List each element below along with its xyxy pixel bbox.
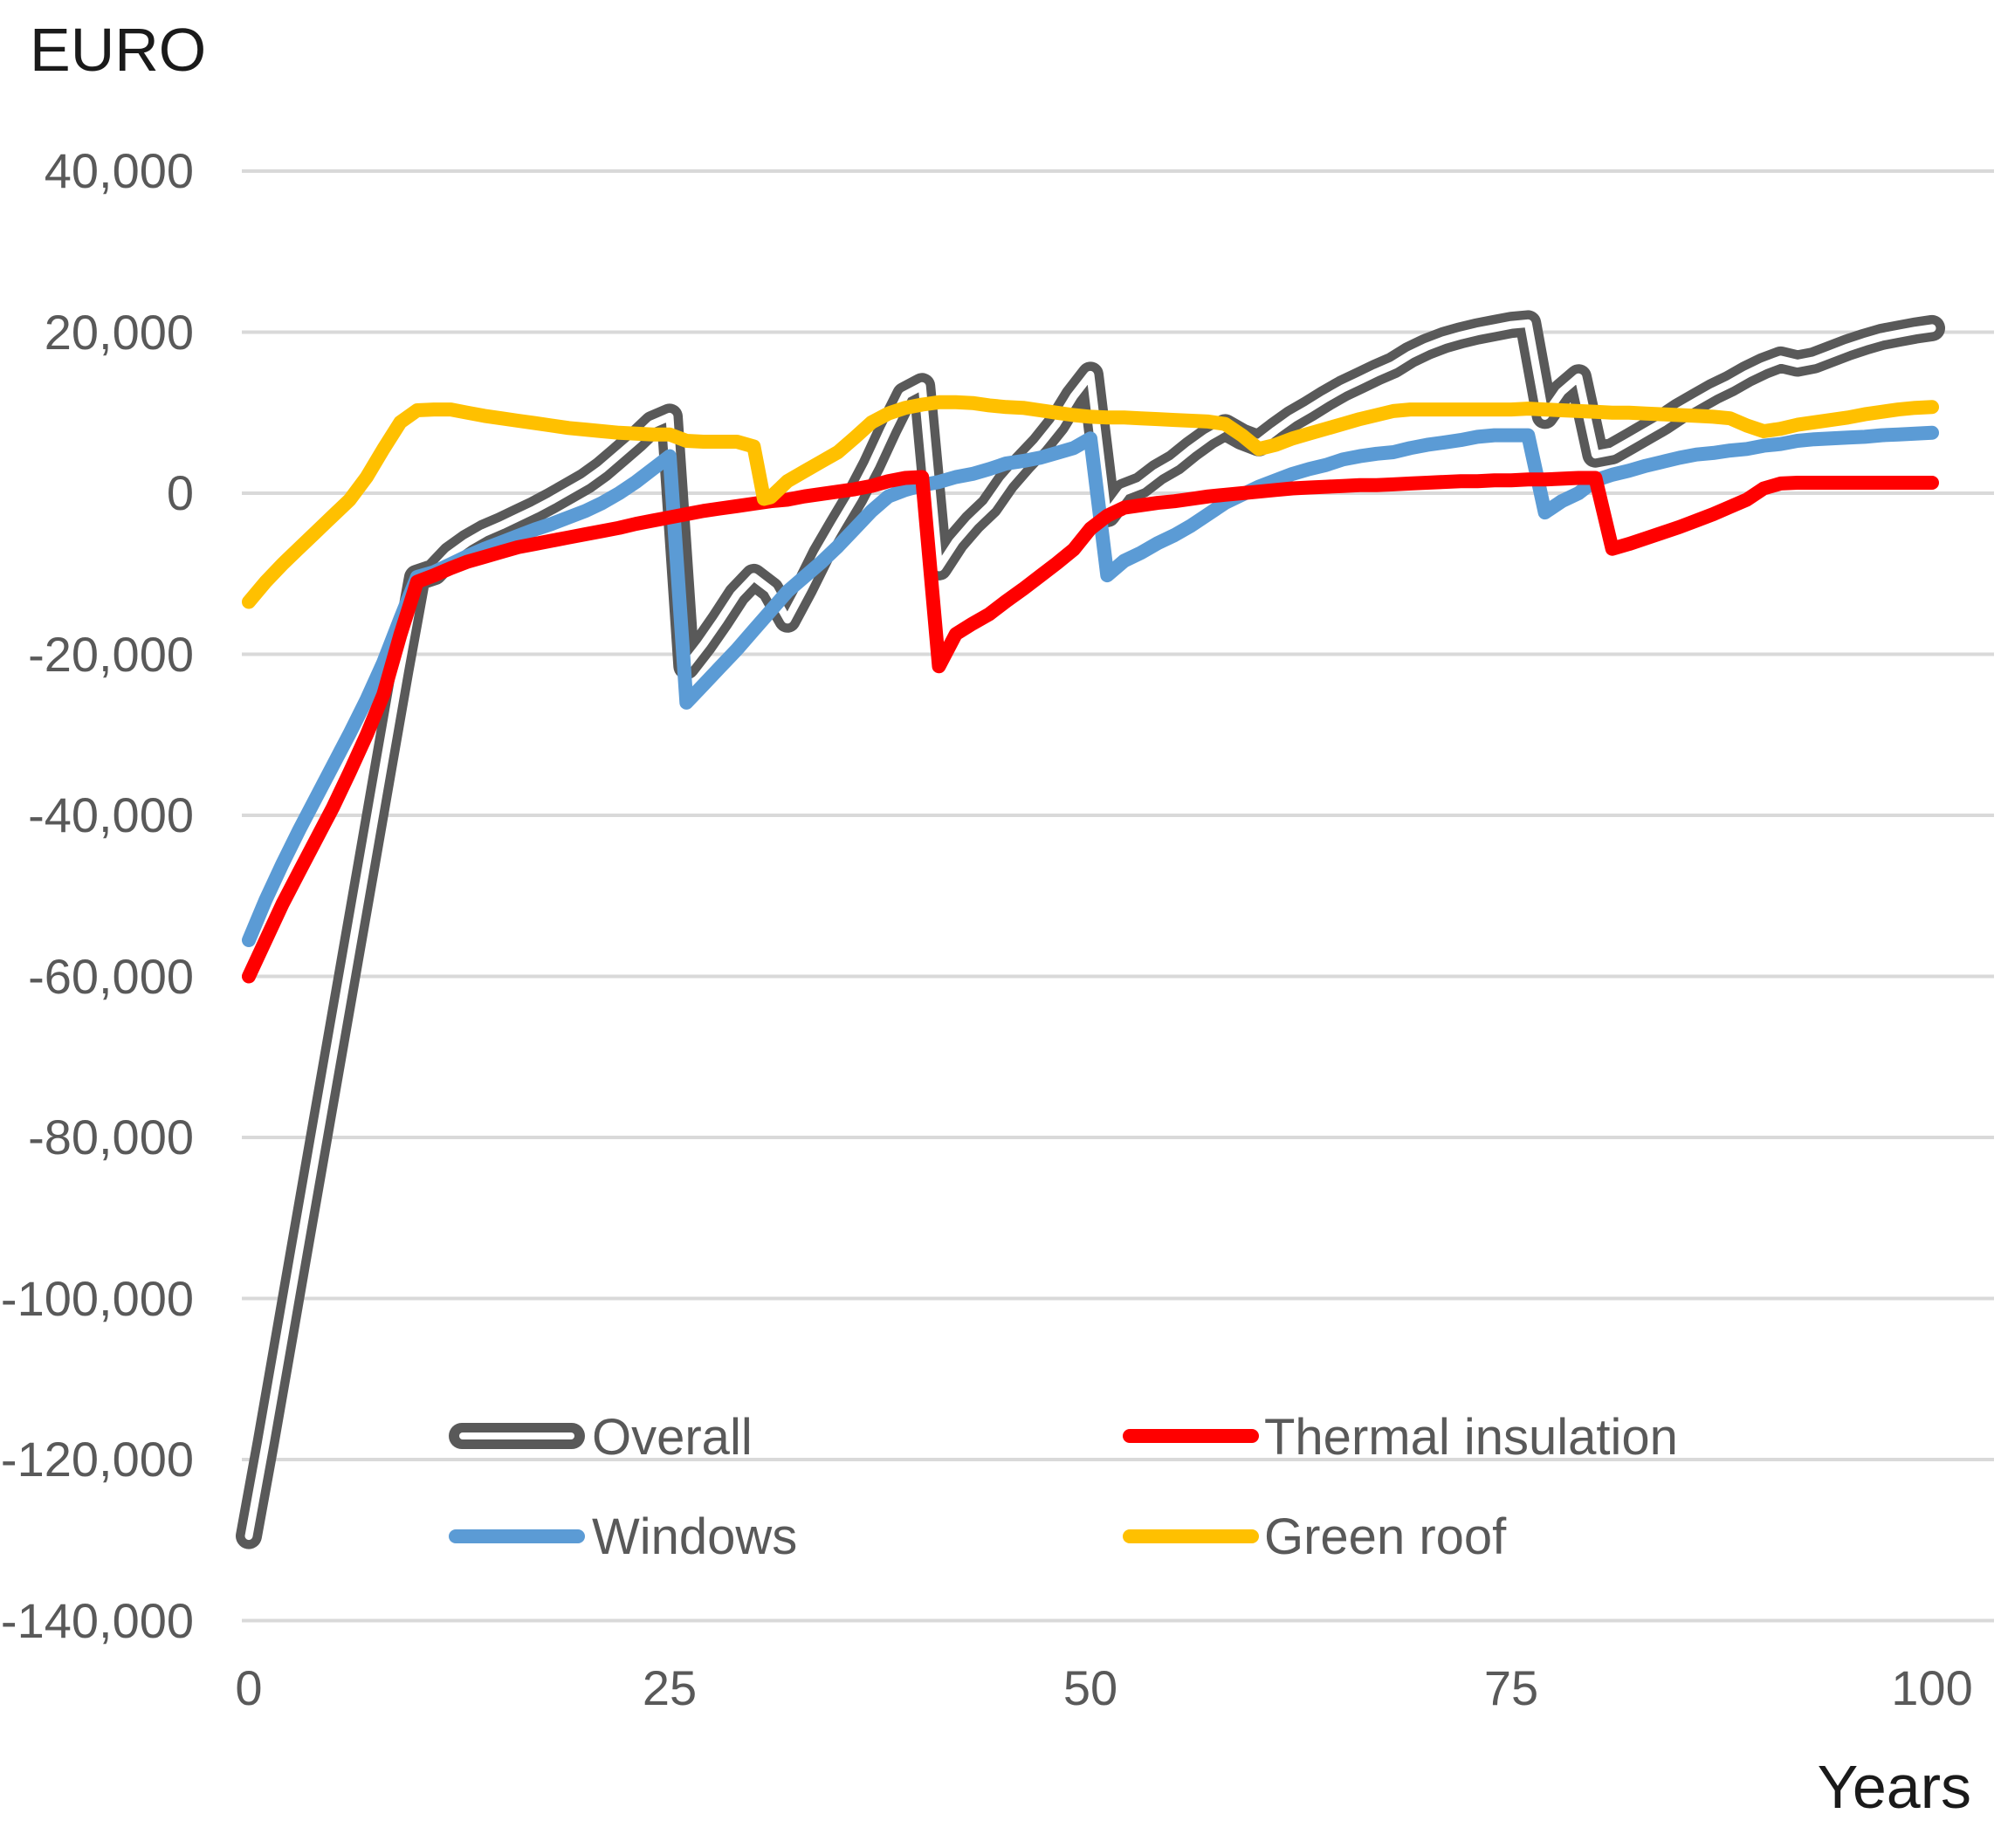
legend-label-windows: Windows [592, 1508, 798, 1565]
legend-label-green-roof: Green roof [1264, 1508, 1507, 1565]
green-roof-line-swatch [1123, 1529, 1259, 1543]
series-line-overall [236, 310, 1945, 1549]
x-tick-label-100: 100 [1891, 1660, 1973, 1715]
y-axis-title: EURO [30, 16, 207, 84]
x-tick-label-75: 75 [1483, 1660, 1539, 1715]
y-tick-label-40,000: 40,000 [44, 143, 194, 198]
y-tick-label--60,000: -60,000 [28, 948, 194, 1004]
y-tick-label--100,000: -100,000 [0, 1270, 194, 1326]
thermal-insulation-line-swatch [1123, 1429, 1259, 1443]
series-line-overall-core [244, 319, 1936, 1541]
y-tick-label--40,000: -40,000 [28, 787, 194, 842]
y-tick-label-20,000: 20,000 [44, 304, 194, 360]
legend-label-thermal-insulation: Thermal insulation [1264, 1409, 1678, 1466]
series-line-windows [242, 425, 1939, 947]
y-tick-label--120,000: -120,000 [0, 1432, 194, 1487]
y-tick-label--80,000: -80,000 [28, 1109, 194, 1164]
series-line-thermal-insulation [242, 470, 1939, 984]
x-tick-label-25: 25 [642, 1660, 698, 1715]
y-tick-label--140,000: -140,000 [0, 1592, 194, 1648]
x-axis-title: Years [1817, 1753, 1971, 1821]
legend-label-overall: Overall [592, 1409, 753, 1466]
windows-line-swatch [449, 1529, 585, 1543]
overall-line-swatch [449, 1423, 585, 1449]
y-tick-label--20,000: -20,000 [28, 626, 194, 682]
series-line-green-roof [242, 395, 1939, 609]
overall-line-swatch-core [459, 1432, 574, 1439]
x-tick-label-0: 0 [235, 1660, 263, 1715]
x-tick-label-50: 50 [1062, 1660, 1118, 1715]
y-tick-label-0: 0 [166, 465, 194, 520]
